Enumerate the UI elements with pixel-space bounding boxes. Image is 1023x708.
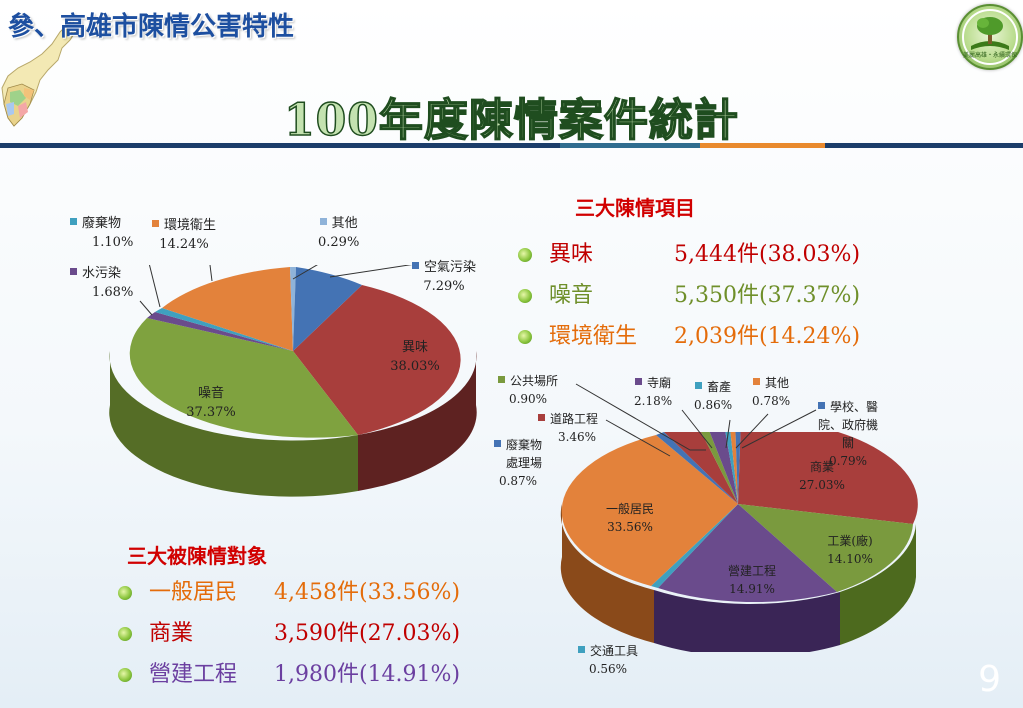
pie-chart-complaint-types: [109, 265, 477, 497]
bullet-icon: [518, 289, 532, 303]
page-title: 100年度陳情案件統計: [283, 94, 739, 147]
top-targets-heading: 三大被陳情對象: [127, 544, 267, 568]
pie2-leader-temple: [681, 409, 713, 449]
logo-caption: 美麗高雄・永續環保: [962, 52, 1017, 59]
pie2-slice-construction: [658, 504, 837, 603]
pie2-slice-waste-plant: [656, 432, 738, 504]
top-item-value: 2,039件(14.24%): [674, 324, 861, 349]
pie2-slice-transport: [651, 504, 738, 588]
pie1-slice-noise: [129, 318, 358, 438]
pie2-label-commerce: 商業 27.03%: [799, 460, 845, 492]
pie1-label-env-hygiene: 環境衛生 14.24%: [152, 216, 216, 254]
pie2-label-other: 其他 0.78%: [752, 376, 791, 408]
pie1-side-odor: [358, 351, 477, 491]
top-items-heading: 三大陳情項目: [575, 196, 695, 220]
pie1-slice-water: [147, 312, 293, 351]
bullet-icon: [118, 627, 132, 641]
top-item-value: 5,444件(38.03%): [674, 242, 861, 267]
pie1-side-noise: [109, 351, 358, 497]
pie1-label-other: 其他 0.29%: [318, 216, 360, 250]
pie2-slice-road: [664, 432, 738, 504]
top-target-name: 營建工程: [149, 662, 238, 687]
pie2-label-waste-plant: 廢棄物 處理場 0.87%: [494, 436, 542, 490]
bullet-icon: [118, 668, 132, 682]
pie2-label-school: 學校、醫 院、政府機 關 0.79%: [818, 400, 879, 468]
pie2-side-residents: [560, 504, 654, 643]
bullet-icon: [518, 248, 532, 262]
pie1-label-air: 空氣污染 7.29%: [412, 258, 476, 296]
page-number: 9: [978, 659, 1001, 700]
bullet-icon: [518, 330, 532, 344]
pie1-slice-other: [290, 266, 296, 351]
city-logo: [957, 4, 1023, 70]
pie1-leader-env: [209, 265, 213, 282]
top-item-name: 異味: [549, 242, 594, 267]
pie1-leader-air: [329, 265, 413, 278]
pie2-label-residents: 一般居民 33.56%: [605, 502, 654, 534]
top-target-row: 營建工程 1,980件(14.91%): [118, 656, 460, 697]
pie2-slice-residents: [561, 435, 738, 586]
top-target-value: 1,980件(14.91%): [274, 662, 461, 687]
pie2-label-transport: 交通工具 0.56%: [578, 642, 638, 678]
header-divider: [0, 143, 1023, 148]
pie2-label-livestock: 畜產 0.86%: [694, 380, 733, 412]
section-title: 參、高雄市陳情公害特性: [8, 12, 295, 42]
pie2-slice-commerce: [738, 432, 918, 524]
top-item-row: 異味 5,444件(38.03%): [518, 236, 860, 277]
pie2-leader-road: [605, 419, 671, 457]
pie1-leader-waste: [148, 265, 161, 308]
top-item-value: 5,350件(37.37%): [674, 283, 861, 308]
top-target-row: 商業 3,590件(27.03%): [118, 615, 460, 656]
pie2-label-road: 道路工程 3.46%: [538, 410, 598, 446]
map-thumbnail: [0, 18, 80, 128]
top-target-name: 一般居民: [149, 580, 238, 605]
pie2-label-public: 公共場所 0.90%: [498, 372, 558, 408]
top-items-list: 異味 5,444件(38.03%) 噪音 5,350件(37.37%) 環境衛生…: [518, 236, 860, 359]
top-item-row: 噪音 5,350件(37.37%): [518, 277, 860, 318]
pie-chart-complaint-targets: [560, 432, 918, 652]
pie2-leader-livestock: [725, 419, 731, 449]
pie1-label-odor: 異味 38.03%: [390, 340, 440, 374]
pie2-label-temple: 寺廟 2.18%: [634, 376, 673, 408]
top-target-name: 商業: [149, 621, 194, 646]
pie2-side-construction: [654, 590, 840, 652]
top-target-value: 3,590件(27.03%): [274, 621, 461, 646]
top-item-row: 環境衛生 2,039件(14.24%): [518, 318, 860, 359]
pie2-side-industry: [840, 524, 916, 645]
pie1-slice-air: [293, 267, 362, 351]
pie2-label-construction: 營建工程 14.91%: [727, 564, 776, 596]
pie1-label-noise: 噪音 37.37%: [186, 386, 236, 420]
top-target-value: 4,458件(33.56%): [274, 580, 461, 605]
pie2-label-industry: 工業(廠) 14.10%: [827, 534, 873, 566]
pie1-slice-odor: [293, 285, 461, 435]
pie2-leader-lines: [575, 383, 817, 457]
pie2-slice-industry: [738, 504, 913, 592]
top-targets-list: 一般居民 4,458件(33.56%) 商業 3,590件(27.03%) 營建…: [118, 574, 460, 697]
pie1-label-waste: 廢棄物 1.10%: [70, 214, 133, 252]
bullet-icon: [118, 586, 132, 600]
pie1-slice-env-hygiene: [162, 267, 293, 351]
top-item-name: 噪音: [549, 283, 594, 308]
top-target-row: 一般居民 4,458件(33.56%): [118, 574, 460, 615]
pie1-leader-other: [292, 265, 318, 280]
pie1-label-water: 水污染 1.68%: [70, 264, 133, 302]
pie2-leader-other: [735, 413, 769, 449]
pie1-slice-waste: [155, 308, 293, 351]
pie1-leader-water: [139, 300, 153, 316]
pie2-leader-school: [741, 409, 817, 449]
pie2-slice-school: [735, 432, 741, 504]
pie2-leader-public: [575, 383, 706, 451]
top-item-name: 環境衛生: [549, 324, 638, 349]
